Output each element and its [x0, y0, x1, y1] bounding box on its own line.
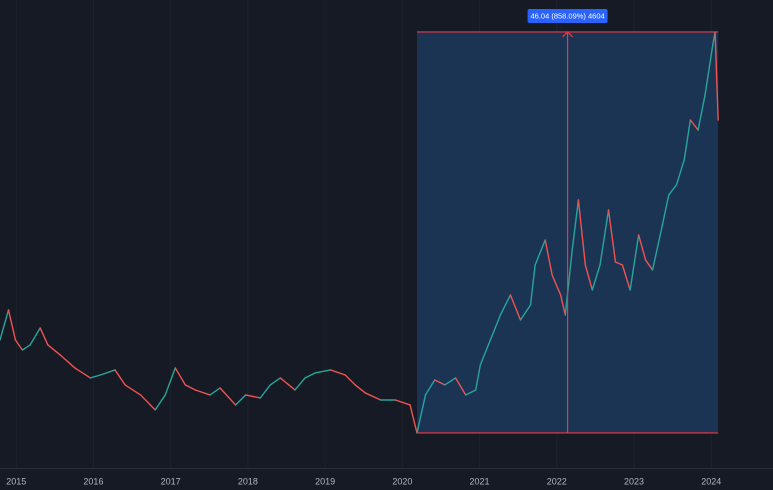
price-segment [577, 199, 587, 266]
price-segment [637, 234, 647, 261]
x-tick-label: 2018 [238, 476, 258, 486]
price-segment [314, 369, 332, 374]
x-tick-label: 2022 [547, 476, 567, 486]
price-segment [544, 239, 553, 276]
price-segment [294, 377, 306, 391]
price-segment [479, 339, 492, 366]
price-segment [304, 372, 316, 379]
price-segment [89, 374, 102, 379]
price-segment [571, 199, 580, 251]
price-segment [621, 264, 631, 291]
price-segment [668, 184, 678, 196]
price-segment [424, 379, 436, 396]
price-segment [409, 404, 418, 434]
price-segment [464, 389, 477, 396]
x-tick-label: 2021 [470, 476, 490, 486]
price-segment [279, 377, 296, 391]
price-segment [244, 394, 261, 399]
x-tick-label: 2017 [161, 476, 181, 486]
price-segment [434, 379, 446, 386]
x-tick-label: 2020 [392, 476, 412, 486]
price-segment [591, 264, 601, 291]
price-segment [99, 369, 116, 376]
price-segment [174, 367, 187, 386]
x-tick-label: 2023 [624, 476, 644, 486]
price-segment [394, 399, 411, 406]
price-segment [354, 384, 366, 394]
price-segment [259, 384, 271, 399]
price-segment [559, 294, 566, 316]
price-segment [39, 327, 49, 346]
price-segment [714, 31, 719, 121]
price-segment [209, 387, 221, 396]
price-segment [74, 367, 92, 379]
price-segment [14, 339, 24, 351]
price-segment [139, 394, 156, 411]
price-segment [584, 264, 593, 291]
price-segment [474, 364, 482, 391]
price-segment [651, 234, 661, 271]
price-segment [551, 274, 562, 296]
price-segment [499, 294, 512, 316]
price-segment [47, 344, 61, 356]
price-segment [564, 249, 573, 316]
price-segment [416, 394, 427, 434]
price-segment [683, 119, 692, 161]
price-segment [184, 384, 197, 391]
price-segment [659, 194, 670, 236]
x-tick-label: 2015 [6, 476, 26, 486]
x-tick-label: 2016 [83, 476, 103, 486]
price-segment [644, 259, 654, 271]
price-segment [234, 394, 247, 406]
price-segment [607, 209, 617, 263]
price-segment [529, 264, 536, 306]
price-segment [219, 387, 237, 406]
x-tick-label: 2019 [315, 476, 335, 486]
price-segment [114, 369, 126, 386]
measure-arrow-head [562, 31, 574, 38]
price-segment [7, 309, 17, 341]
price-segment [689, 119, 699, 131]
price-segment [444, 377, 457, 386]
price-segment [489, 314, 502, 341]
price-segment [344, 374, 356, 386]
price-segment [534, 239, 546, 266]
price-segment [614, 261, 624, 266]
price-segment [697, 94, 706, 131]
price-segment [675, 159, 685, 186]
price-segment [154, 394, 166, 411]
price-segment [194, 389, 211, 396]
price-segment [269, 377, 282, 386]
price-segment [454, 377, 467, 396]
price-segment [364, 392, 382, 401]
price-segment [599, 209, 610, 266]
price-segment [124, 384, 142, 396]
price-segment [59, 354, 76, 369]
price-segment [29, 327, 41, 346]
price-segment [21, 344, 31, 351]
price-segment [519, 304, 532, 321]
price-segment [704, 44, 714, 96]
price-segment [0, 309, 10, 341]
price-segment [629, 234, 640, 291]
x-tick-label: 2024 [701, 476, 721, 486]
measure-label: 46.04 (858.09%) 4604 [530, 11, 604, 20]
price-segment [164, 367, 176, 396]
price-segment [509, 294, 522, 321]
measure-label-box [527, 9, 608, 23]
price-segment [329, 369, 346, 376]
